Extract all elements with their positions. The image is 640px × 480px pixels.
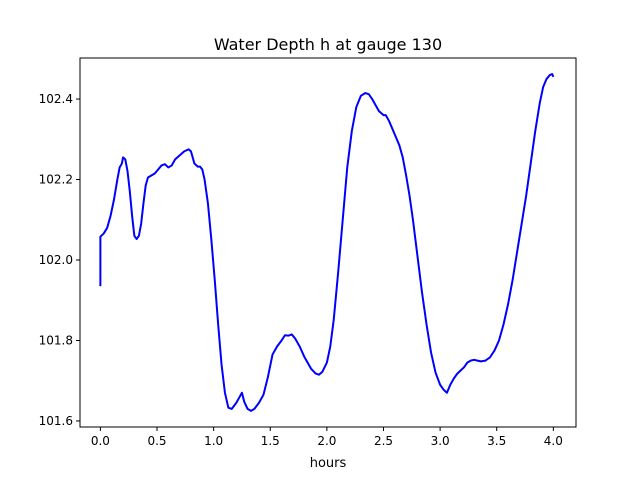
x-tick-label: 1.5 <box>261 434 280 448</box>
x-tick-label: 2.0 <box>317 434 336 448</box>
x-tick-label: 0.0 <box>91 434 110 448</box>
x-axis-ticks: 0.0 0.5 1.0 1.5 2.0 2.5 3.0 3.5 4.0 <box>91 427 563 448</box>
plot-frame <box>79 57 577 428</box>
y-tick-label: 102.4 <box>39 92 73 106</box>
x-tick-label: 1.0 <box>204 434 223 448</box>
x-tick-label: 3.0 <box>431 434 450 448</box>
x-tick-label: 3.5 <box>487 434 506 448</box>
y-axis-ticks: 101.6 101.8 102.0 102.2 102.4 <box>39 92 80 428</box>
series-line-0 <box>99 73 555 412</box>
y-tick-label: 101.6 <box>39 414 73 428</box>
chart-title: Water Depth h at gauge 130 <box>214 35 442 54</box>
series-layer <box>99 73 555 412</box>
x-tick-label: 0.5 <box>147 434 166 448</box>
y-tick-label: 102.2 <box>39 173 73 187</box>
x-axis-label: hours <box>310 456 347 471</box>
x-tick-label: 4.0 <box>544 434 563 448</box>
x-tick-label: 2.5 <box>374 434 393 448</box>
y-tick-label: 101.8 <box>39 333 73 347</box>
y-tick-label: 102.0 <box>39 253 73 267</box>
